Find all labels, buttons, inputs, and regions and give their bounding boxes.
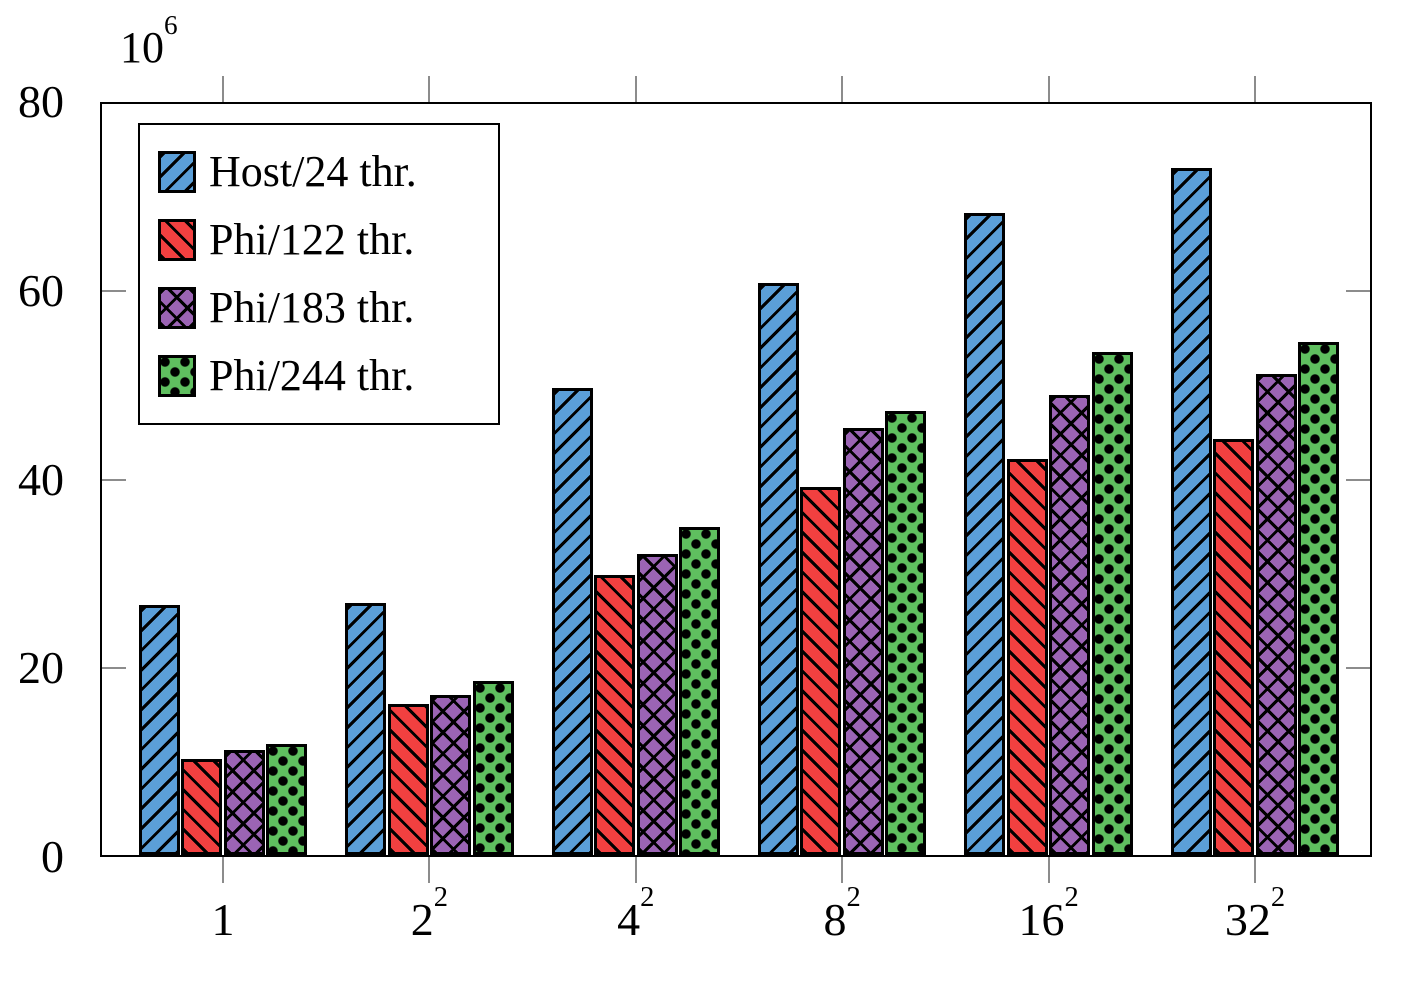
bar [1170, 167, 1212, 855]
x-tick-label: 162 [969, 883, 1129, 945]
y-tick-label: 0 [41, 831, 64, 882]
y-tick-mark [102, 667, 126, 670]
legend-label: Phi/183 thr. [209, 283, 415, 332]
x-tick-mark [634, 857, 637, 883]
y-tick-label: 80 [18, 76, 64, 127]
bar [594, 574, 636, 855]
legend: Host/24 thr. Phi/122 thr. Phi/183 thr. Phi/… [138, 123, 500, 425]
x-tick-mark [841, 857, 844, 883]
x-tick-label-base: 1 [211, 894, 235, 945]
y-axis-multiplier-base: 10 [120, 23, 164, 72]
x-tick-label-exponent: 2 [433, 881, 449, 913]
bar [1213, 438, 1255, 855]
x-tick-mark [222, 857, 224, 883]
legend-item: Phi/122 thr. [158, 208, 488, 272]
x-tick-mark [634, 76, 637, 102]
x-tick-label: 22 [349, 883, 509, 945]
y-axis-multiplier-exponent: 6 [164, 10, 178, 41]
x-tick-mark [222, 76, 224, 102]
x-tick-mark [1047, 76, 1050, 102]
bar [1091, 351, 1133, 855]
x-tick-label-base: 16 [1018, 894, 1065, 945]
plot-area [100, 102, 1372, 857]
bar [636, 553, 678, 855]
legend-label: Phi/122 thr. [209, 215, 415, 264]
legend-label: Phi/244 thr. [209, 351, 415, 400]
x-tick-mark [1254, 76, 1256, 102]
y-axis-multiplier: 106 [120, 11, 178, 72]
x-tick-mark [428, 76, 431, 102]
legend-item: Phi/244 thr. [158, 344, 488, 408]
x-tick-label: 322 [1175, 883, 1335, 945]
legend-item: Phi/183 thr. [158, 276, 488, 340]
x-tick-label-exponent: 2 [846, 881, 861, 913]
y-tick-mark [102, 478, 126, 481]
x-tick-label-exponent: 2 [640, 881, 655, 913]
x-tick-mark [841, 76, 844, 102]
legend-swatch-icon [158, 287, 196, 329]
bar [1298, 341, 1340, 855]
bar [430, 694, 472, 855]
bar [1255, 373, 1297, 855]
x-tick-label-base: 2 [410, 894, 434, 945]
bar [964, 213, 1006, 855]
bar [842, 428, 884, 855]
x-tick-label-base: 8 [823, 894, 847, 945]
x-tick-label-base: 32 [1224, 894, 1271, 945]
legend-item: Host/24 thr. [158, 140, 488, 204]
bar [551, 387, 593, 855]
x-tick-mark [428, 857, 431, 883]
x-tick-label-exponent: 2 [1270, 881, 1286, 913]
y-tick-mark [1346, 289, 1370, 292]
y-tick-mark [1346, 478, 1370, 481]
legend-swatch-icon [158, 219, 196, 261]
y-tick-mark [1346, 667, 1370, 670]
bar [138, 604, 180, 855]
bar [757, 283, 799, 855]
bar [181, 758, 223, 855]
bar [1006, 458, 1048, 855]
bar [472, 681, 514, 855]
y-tick-label: 20 [18, 642, 64, 694]
bar [387, 704, 429, 855]
x-tick-label-base: 4 [617, 894, 641, 945]
x-tick-label: 1 [143, 895, 303, 945]
x-tick-label: 42 [556, 883, 716, 945]
bar [345, 603, 387, 855]
legend-label: Host/24 thr. [209, 147, 417, 196]
bar [266, 743, 308, 855]
x-tick-label: 82 [762, 883, 922, 945]
x-tick-label-exponent: 2 [1064, 881, 1079, 913]
bar [223, 750, 265, 855]
y-tick-mark [102, 289, 126, 292]
bar [800, 486, 842, 855]
y-tick-label: 60 [18, 264, 64, 316]
bar [1049, 395, 1091, 855]
bar [679, 526, 721, 855]
bar [885, 411, 927, 855]
legend-swatch-icon [158, 151, 196, 193]
x-tick-mark [1254, 857, 1256, 883]
x-tick-mark [1047, 857, 1050, 883]
legend-swatch-icon [158, 355, 196, 397]
y-tick-label: 40 [18, 453, 64, 505]
